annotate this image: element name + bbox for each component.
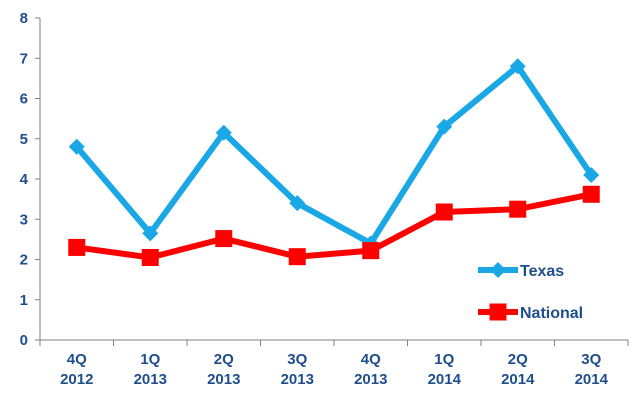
x-tick-label: 2Q 2013: [207, 351, 240, 388]
texas-point: [215, 124, 232, 141]
legend-item-texas: Texas: [478, 262, 564, 280]
y-tick-label: 6: [20, 91, 28, 108]
national-point: [288, 248, 306, 266]
y-tick-label: 4: [20, 171, 29, 188]
legend-national-label: National: [520, 305, 583, 322]
texas-point: [142, 225, 159, 242]
x-tick-label: 1Q 2014: [428, 351, 462, 388]
legend-texas-marker: [490, 262, 506, 278]
texas-line: [74, 61, 594, 248]
x-axis-ticks: 4Q 2012 1Q 2013 2Q 2013 3Q 2013 4Q 2013 1Q 2014 2Q 20…: [39, 340, 629, 388]
national-point: [435, 203, 453, 221]
x-tick-label: 4Q 2012: [60, 351, 93, 388]
series-texas: [68, 58, 600, 252]
legend-texas-label: Texas: [520, 263, 564, 280]
texas-point: [436, 118, 453, 135]
national-point: [141, 248, 159, 266]
chart-legend: Texas National: [478, 262, 583, 322]
texas-point: [509, 58, 526, 75]
x-tick-label: 1Q 2013: [134, 351, 167, 388]
national-point: [68, 238, 86, 256]
y-tick-label: 1: [20, 292, 28, 309]
chart-series: [68, 58, 600, 266]
y-tick-label: 8: [20, 10, 28, 27]
x-tick-label: 3Q 2014: [575, 351, 609, 388]
legend-national-marker: [489, 303, 507, 321]
x-tick-label: 3Q 2013: [281, 351, 314, 388]
national-point: [362, 242, 380, 260]
x-tick-label: 4Q 2013: [354, 351, 387, 388]
y-tick-label: 2: [20, 252, 28, 269]
y-tick-label: 5: [20, 131, 28, 148]
texas-point: [68, 138, 85, 155]
national-point: [215, 230, 233, 248]
series-national: [68, 185, 600, 266]
y-tick-label: 7: [20, 50, 28, 67]
national-line: [76, 191, 592, 261]
texas-point: [289, 195, 306, 212]
legend-item-national: National: [478, 303, 583, 322]
y-tick-label: 3: [20, 211, 28, 228]
y-tick-label: 0: [20, 332, 28, 349]
texas-point: [583, 166, 600, 183]
chart-axes: [39, 18, 628, 341]
x-tick-label: 2Q 2014: [501, 351, 535, 388]
national-point: [582, 185, 600, 203]
national-point: [509, 200, 527, 218]
y-axis-ticks: 0 1 2 3 4 5 6 7 8: [20, 10, 40, 349]
